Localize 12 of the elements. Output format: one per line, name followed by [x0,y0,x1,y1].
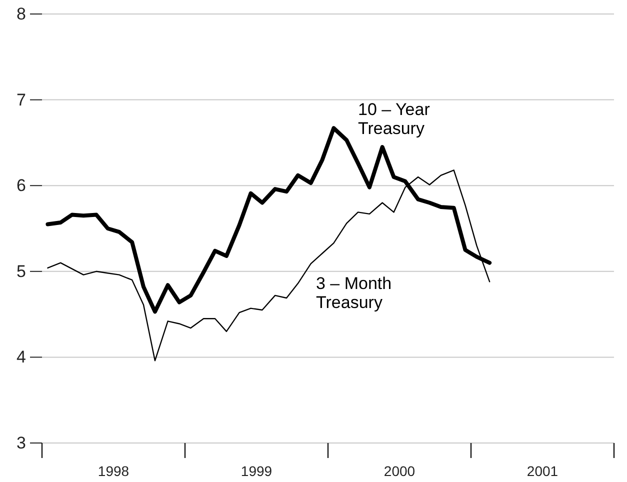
x-tick-label: 2001 [526,463,558,479]
x-tick-label: 2000 [384,463,416,479]
y-tick-label: 8 [16,4,26,24]
x-tick-label: 1999 [240,463,272,479]
x-tick-label: 1998 [98,463,130,479]
series-label: 3 – Month Treasury [316,274,392,312]
y-tick-label: 4 [16,348,26,367]
y-tick-label: 7 [16,90,26,110]
series-label: 10 – Year Treasury [358,100,430,138]
y-tick-label: 3 [16,433,26,452]
y-tick-label: 5 [16,262,26,281]
y-tick-label: 6 [16,176,26,196]
